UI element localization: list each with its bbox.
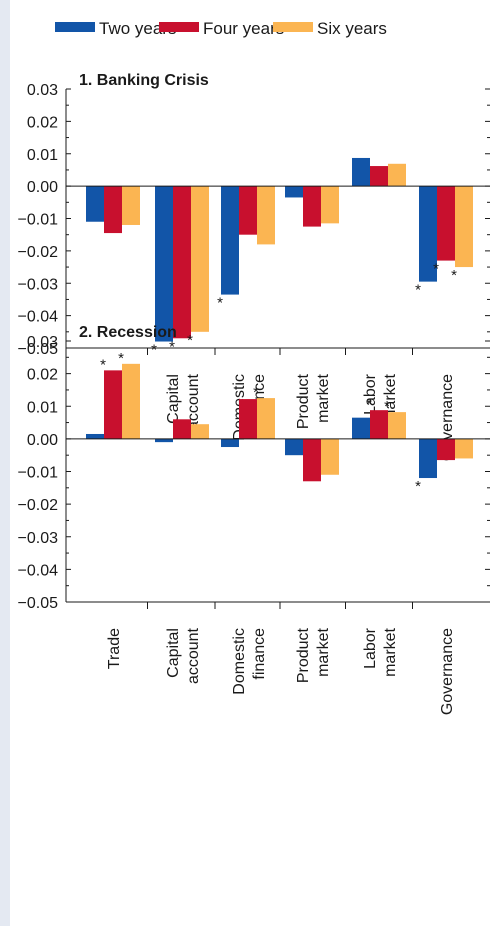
bar — [388, 412, 406, 439]
y-tick-label: 0.02 — [27, 367, 58, 384]
chart-panel-2: 2. Recession 0.03 0.02 0.01 0.00 −0.01 −0.02 −0… — [18, 324, 490, 715]
category-label: Trade — [106, 628, 123, 669]
bar — [104, 370, 122, 439]
y-tick-label: −0.01 — [18, 212, 59, 229]
bar — [122, 363, 140, 439]
y-tick-label: −0.03 — [18, 276, 59, 293]
significance-marker: * — [451, 267, 457, 284]
category-label: Capital — [165, 628, 182, 678]
bar — [437, 186, 455, 261]
category-label: Labor — [362, 373, 379, 415]
y-tick-label: 0.01 — [27, 147, 58, 164]
significance-marker: * — [187, 332, 193, 349]
y-tick-label: 0.02 — [27, 114, 58, 131]
bar — [257, 186, 275, 245]
category-label: Capital — [165, 374, 182, 424]
y-tick-label: 0.00 — [27, 432, 58, 449]
bar — [257, 398, 275, 439]
bar — [437, 438, 455, 461]
category-label: Product — [295, 627, 312, 683]
bar — [155, 438, 173, 443]
significance-marker: * — [217, 295, 223, 312]
category-label: market — [382, 627, 399, 676]
panel-title: 1. Banking Crisis — [79, 72, 209, 89]
bar — [239, 399, 257, 439]
bar — [455, 438, 473, 459]
legend-label: Four years — [203, 19, 284, 38]
bar — [370, 166, 388, 187]
y-tick-label: 0.00 — [27, 179, 58, 196]
bar — [173, 419, 191, 439]
legend-label: Two years — [99, 19, 176, 38]
y-tick-label: 0.03 — [27, 334, 58, 351]
significance-marker: * — [415, 478, 421, 495]
chart-background — [10, 0, 492, 926]
significance-marker: * — [169, 338, 175, 355]
bar — [86, 186, 104, 222]
category-label: Governance — [439, 628, 456, 715]
bar — [104, 186, 122, 234]
legend-swatch — [55, 22, 95, 32]
y-tick-label: −0.02 — [18, 244, 59, 261]
category-label: Domestic — [231, 628, 248, 695]
legend-label: Six years — [317, 19, 387, 38]
bar — [285, 438, 303, 456]
bar — [191, 186, 209, 332]
category-label: market — [315, 373, 332, 422]
bar — [419, 438, 437, 479]
significance-marker: * — [433, 261, 439, 278]
significance-marker: * — [366, 396, 372, 413]
bar — [321, 438, 339, 475]
significance-marker: * — [384, 398, 390, 415]
legend-swatch — [159, 22, 199, 32]
significance-marker: * — [151, 342, 157, 359]
panel-title: 2. Recession — [79, 324, 177, 341]
legend-swatch — [273, 22, 313, 32]
bar — [239, 186, 257, 235]
category-label: Labor — [362, 627, 379, 669]
bar — [303, 438, 321, 482]
y-tick-label: −0.04 — [18, 562, 59, 579]
y-tick-label: −0.02 — [18, 497, 59, 514]
category-label: market — [315, 627, 332, 676]
bar — [86, 433, 104, 439]
bar — [370, 410, 388, 439]
y-tick-label: 0.03 — [27, 82, 58, 99]
y-tick-label: −0.03 — [18, 530, 59, 547]
y-tick-label: −0.01 — [18, 465, 59, 482]
bar — [419, 186, 437, 282]
bar — [455, 186, 473, 268]
y-tick-label: 0.01 — [27, 399, 58, 416]
significance-marker: * — [415, 282, 421, 299]
y-tick-label: −0.05 — [18, 341, 59, 358]
bar — [303, 186, 321, 227]
bar — [221, 438, 239, 448]
bar — [122, 186, 140, 225]
category-label: Product — [295, 373, 312, 429]
bar — [155, 186, 173, 342]
bar — [191, 424, 209, 439]
category-label: account — [185, 627, 202, 684]
bar — [221, 186, 239, 295]
significance-marker: * — [253, 384, 259, 401]
significance-marker: * — [100, 356, 106, 373]
y-tick-label: −0.05 — [18, 595, 59, 612]
bar — [321, 186, 339, 224]
bar — [173, 186, 191, 339]
bar — [388, 163, 406, 187]
y-tick-label: −0.04 — [18, 309, 59, 326]
category-label: finance — [251, 628, 268, 680]
bar — [352, 417, 370, 439]
category-label: account — [185, 373, 202, 430]
bar — [285, 186, 303, 198]
bar — [352, 157, 370, 187]
significance-marker: * — [118, 350, 124, 367]
